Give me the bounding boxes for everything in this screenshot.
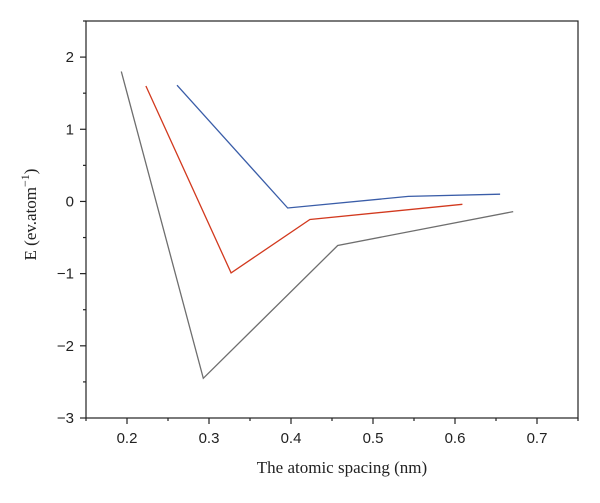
y-tick-label: 0 <box>66 193 74 210</box>
x-tick-label: 0.6 <box>445 430 466 447</box>
y-axis: −3 −2 −1 0 1 2 <box>57 20 86 427</box>
y-tick-label: −1 <box>57 266 74 283</box>
x-axis-title: The atomic spacing (nm) <box>257 458 427 477</box>
series-line-1 <box>120 71 514 380</box>
x-tick-label: 0.4 <box>281 430 302 447</box>
y-tick-label: 1 <box>66 121 74 138</box>
series-line-2 <box>145 85 463 274</box>
y-tick-label: 2 <box>66 49 74 66</box>
series-line-3 <box>176 84 501 209</box>
y-axis-title-close: ) <box>21 169 40 175</box>
plot-border <box>85 20 579 419</box>
x-tick-label: 0.5 <box>363 430 384 447</box>
y-axis-title-superscript: −1 <box>18 174 32 187</box>
y-axis-title-main: E (ev.atom <box>21 187 40 260</box>
series-layer <box>120 71 514 380</box>
x-tick-label: 0.2 <box>117 430 138 447</box>
x-tick-label: 0.7 <box>527 430 548 447</box>
y-tick-label: −3 <box>57 410 74 427</box>
y-axis-title: E (ev.atom−1) <box>18 169 40 261</box>
x-tick-label: 0.3 <box>199 430 220 447</box>
y-tick-label: −2 <box>57 338 74 355</box>
x-axis: 0.2 0.3 0.4 0.5 0.6 0.7 <box>85 418 579 447</box>
plot-frame <box>85 20 579 419</box>
